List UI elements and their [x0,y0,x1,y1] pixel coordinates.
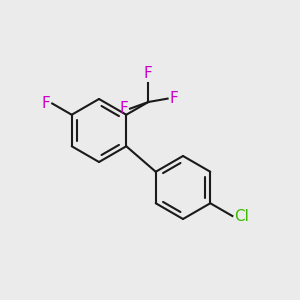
Text: F: F [42,96,51,111]
Text: F: F [169,91,178,106]
Text: F: F [120,101,128,116]
Text: F: F [144,66,153,81]
Text: Cl: Cl [234,208,249,224]
